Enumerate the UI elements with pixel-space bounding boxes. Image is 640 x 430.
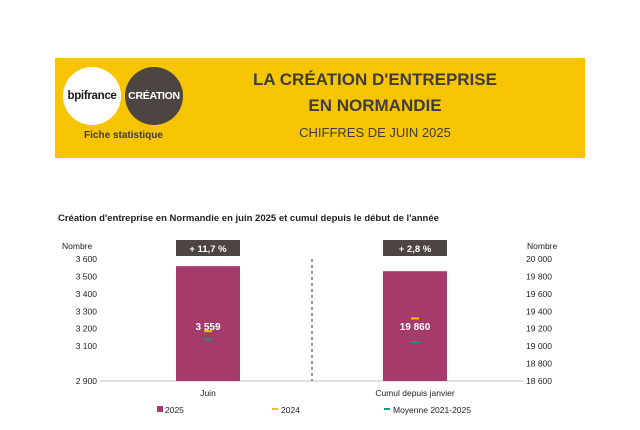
bar-2025	[383, 271, 447, 381]
left-tick-label: 2 900	[76, 376, 98, 386]
bpifrance-logo: bpifrance	[63, 67, 121, 125]
right-tick-label: 19 200	[526, 324, 552, 334]
left-tick-label: 3 200	[76, 324, 98, 334]
bar-value-label: 19 860	[400, 322, 431, 333]
right-tick-label: 18 600	[526, 376, 552, 386]
legend-label-2024: 2024	[281, 405, 300, 415]
page-title-line1: LA CRÉATION D'ENTREPRISE	[253, 70, 497, 89]
left-axis-label: Nombre	[62, 241, 93, 251]
right-tick-label: 18 800	[526, 359, 552, 369]
creation-logo: CRÉATION	[125, 67, 183, 125]
left-tick-label: 3 400	[76, 289, 98, 299]
category-label: Juin	[200, 388, 216, 398]
bar-2025	[176, 266, 240, 381]
right-tick-label: 20 000	[526, 254, 552, 264]
legend-label-2025: 2025	[165, 405, 184, 415]
right-tick-label: 19 800	[526, 271, 552, 281]
fiche-statistique-label: Fiche statistique	[84, 130, 163, 141]
left-tick-label: 3 600	[76, 254, 98, 264]
evolution-badge-label: + 11,7 %	[189, 244, 227, 255]
bar-value-label: 3 559	[195, 322, 220, 333]
evolution-badge	[383, 240, 447, 256]
left-tick-label: 3 300	[76, 306, 98, 316]
header-banner: bpifrance CRÉATION Fiche statistique LA …	[55, 58, 585, 158]
page-title-line2: EN NORMANDIE	[308, 96, 442, 115]
right-tick-label: 19 000	[526, 341, 552, 351]
left-tick-label: 3 500	[76, 271, 98, 281]
legend-swatch-2025	[157, 406, 163, 412]
right-axis-label: Nombre	[527, 241, 558, 251]
page-subtitle: CHIFFRES DE JUIN 2025	[299, 125, 451, 140]
evolution-badge	[176, 240, 240, 256]
right-tick-label: 19 400	[526, 306, 552, 316]
chart-title: Création d'entreprise en Normandie en ju…	[58, 213, 439, 224]
left-tick-label: 3 100	[76, 341, 98, 351]
category-label: Cumul depuis janvier	[375, 388, 455, 398]
legend-label-moyenne: Moyenne 2021-2025	[393, 405, 471, 415]
evolution-badge-label: + 2,8 %	[399, 244, 432, 255]
right-tick-label: 19 600	[526, 289, 552, 299]
